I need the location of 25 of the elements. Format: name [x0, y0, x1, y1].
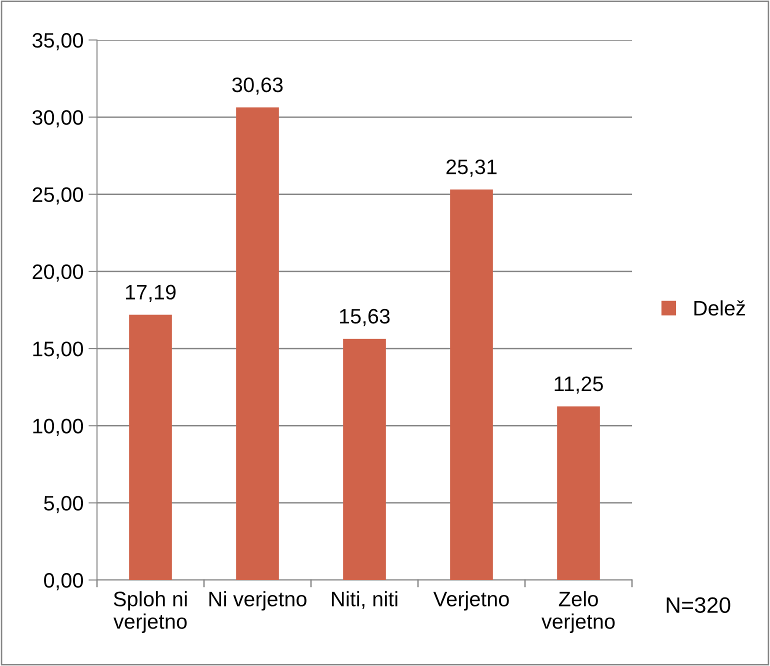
data-label: 15,63 [340, 308, 390, 326]
bar [343, 338, 386, 580]
y-tick-label: 35,00 [32, 33, 83, 50]
data-label: 11,25 [554, 376, 603, 394]
y-tick-label: 0,00 [44, 573, 83, 590]
legend-label: Delež [694, 300, 745, 316]
y-tick-label: 30,00 [32, 110, 83, 128]
x-tick-label: Niti, niti [332, 591, 398, 609]
data-label: 17,19 [126, 284, 176, 302]
text: N=320 [666, 597, 730, 613]
x-tick-label: Zelo verjetno [542, 591, 615, 633]
bar [557, 406, 600, 580]
bar [450, 190, 493, 580]
y-tick-label: 15,00 [33, 342, 83, 359]
data-label: 30,63 [232, 77, 283, 95]
data-label: 25,31 [446, 160, 497, 177]
bar [236, 107, 279, 580]
y-tick-label: 25,00 [32, 187, 83, 204]
y-tick-label: 10,00 [33, 418, 83, 436]
y-tick-label: 5,00 [44, 496, 83, 514]
x-tick-label: Ni verjetno [209, 591, 306, 611]
bar [129, 314, 172, 580]
y-tick-label: 20,00 [32, 264, 83, 282]
x-tick-label: Verjetno [433, 591, 509, 611]
x-tick-label: Sploh ni verjetno [114, 591, 187, 633]
